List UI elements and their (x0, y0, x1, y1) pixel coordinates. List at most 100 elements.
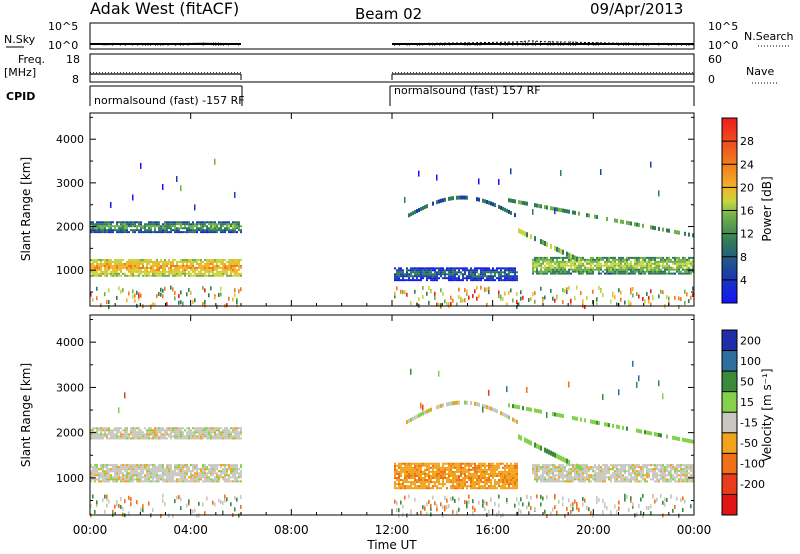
data-cell (202, 272, 204, 275)
data-cell (236, 435, 238, 438)
data-cell (426, 409, 428, 414)
data-cell (462, 466, 464, 469)
data-cell (186, 466, 188, 469)
data-cell (174, 259, 176, 262)
data-cell (476, 269, 478, 272)
data-cell (622, 468, 624, 471)
data-cell (620, 480, 622, 483)
data-cell (502, 271, 504, 274)
data-cell (620, 272, 622, 275)
data-cell (612, 468, 614, 471)
data-cell (442, 479, 444, 482)
data-cell (536, 270, 538, 273)
data-cell (532, 468, 534, 471)
data-cell (626, 264, 628, 267)
data-cell (528, 407, 530, 412)
data-cell (142, 480, 144, 483)
data-cell (112, 272, 114, 275)
data-cell (400, 468, 402, 471)
data-cell (640, 468, 642, 471)
data-cell (644, 272, 646, 275)
data-cell (164, 478, 166, 481)
data-cell (418, 472, 420, 475)
data-cell (154, 272, 156, 275)
data-cell (552, 470, 554, 473)
data-cell (554, 272, 556, 275)
data-cell (544, 256, 546, 259)
data-cell (214, 470, 216, 473)
data-cell (496, 277, 498, 280)
data-cell (550, 464, 552, 467)
data-cell (170, 435, 172, 438)
data-cell (614, 480, 616, 483)
data-cell (540, 258, 542, 261)
data-cell (496, 466, 498, 469)
data-cell (138, 464, 140, 467)
data-cell (238, 229, 240, 232)
data-cell (108, 261, 110, 264)
data-cell (228, 264, 230, 267)
data-cell (90, 223, 92, 226)
data-cell (394, 277, 396, 280)
data-cell (124, 427, 126, 430)
data-cell (476, 279, 478, 282)
data-cell (588, 480, 590, 483)
data-cell (642, 474, 644, 477)
data-cell (456, 273, 458, 276)
data-cell (546, 464, 548, 467)
data-cell (472, 468, 474, 471)
data-cell (654, 272, 656, 275)
data-cell (570, 480, 572, 483)
data-cell (452, 298, 454, 303)
data-cell (582, 466, 584, 469)
data-cell (394, 294, 396, 299)
data-cell (232, 427, 234, 430)
data-cell (102, 470, 104, 473)
data-cell (634, 266, 636, 269)
data-cell (506, 500, 508, 505)
data-cell (192, 509, 194, 514)
data-cell (592, 300, 594, 305)
data-cell (144, 229, 146, 232)
data-cell (238, 261, 240, 264)
data-cell (568, 270, 570, 273)
data-cell (214, 223, 216, 226)
data-cell (240, 504, 242, 509)
data-cell (570, 266, 572, 269)
data-cell (150, 268, 152, 271)
data-cell (446, 472, 448, 475)
data-cell (614, 262, 616, 265)
data-cell (194, 464, 196, 467)
data-cell (542, 258, 544, 261)
data-cell (164, 435, 166, 438)
data-cell (488, 200, 490, 205)
data-cell (516, 497, 518, 502)
data-cell (196, 221, 198, 224)
data-cell (470, 476, 472, 480)
data-cell (200, 227, 202, 230)
data-cell (152, 478, 154, 481)
data-cell (550, 468, 552, 471)
data-cell (106, 470, 108, 473)
data-cell (606, 422, 608, 427)
data-cell (396, 487, 398, 490)
data-cell (440, 466, 442, 469)
data-cell (576, 502, 578, 507)
data-cell (506, 386, 508, 393)
data-cell (628, 272, 630, 275)
data-cell (488, 389, 490, 396)
data-cell (438, 468, 440, 471)
data-cell (620, 470, 622, 473)
data-cell (92, 221, 94, 224)
data-cell (454, 479, 456, 482)
data-cell (176, 464, 178, 467)
data-cell (114, 478, 116, 481)
data-cell (128, 268, 130, 271)
data-cell (584, 268, 586, 271)
data-cell (220, 259, 222, 262)
data-cell (504, 474, 506, 477)
data-cell (166, 474, 168, 477)
data-cell (500, 462, 502, 465)
data-cell (446, 301, 448, 306)
data-cell (198, 272, 200, 275)
